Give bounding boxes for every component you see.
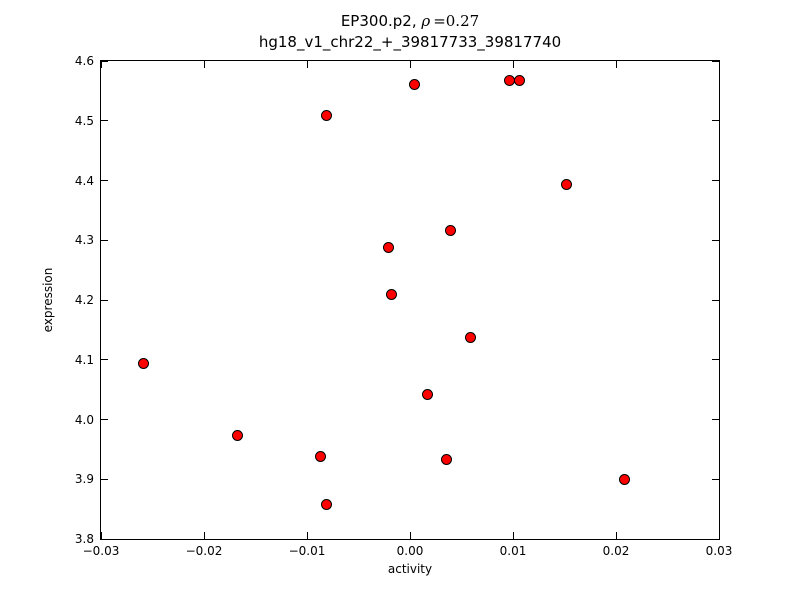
data-point	[314, 451, 326, 463]
y-tick-right	[712, 239, 719, 241]
data-point	[137, 358, 149, 370]
data-point	[382, 241, 394, 253]
data-point	[465, 331, 477, 343]
y-tick	[101, 180, 108, 181]
y-tick-label: 4.5	[74, 113, 94, 128]
x-tick-top	[718, 61, 720, 68]
rho-symbol: ρ	[421, 12, 431, 30]
y-tick-label: 4.3	[74, 233, 94, 248]
x-tick-top	[100, 61, 102, 68]
x-tick-label: −0.01	[288, 544, 326, 558]
y-tick-right	[712, 60, 719, 62]
x-tick-top	[512, 61, 514, 68]
y-tick	[101, 478, 108, 480]
x-tick-label: 0.03	[705, 544, 733, 558]
y-tick	[101, 60, 108, 62]
y-tick-right	[712, 120, 719, 122]
y-tick-label: 3.8	[74, 532, 94, 546]
data-point	[444, 225, 456, 237]
data-point	[561, 178, 573, 190]
data-point	[440, 454, 452, 466]
x-tick-top	[203, 61, 205, 68]
x-tick-top	[306, 61, 308, 68]
x-tick-top	[615, 61, 617, 68]
y-tick	[101, 359, 108, 361]
y-axis-label: expression	[41, 267, 55, 333]
data-point	[385, 288, 397, 300]
x-tick	[718, 532, 720, 539]
y-tick-label: 4.1	[74, 352, 94, 367]
y-tick-right	[712, 419, 719, 420]
data-point	[618, 473, 630, 485]
data-point	[321, 110, 333, 122]
chart-title-text: EP300.p2,	[340, 12, 422, 30]
y-tick	[101, 239, 108, 241]
x-tick-label: 0.02	[602, 544, 630, 558]
x-tick-top	[409, 61, 411, 68]
x-tick	[203, 532, 205, 539]
y-tick-right	[712, 359, 719, 361]
x-tick-label: 0.00	[396, 544, 424, 558]
y-tick-right	[712, 299, 719, 301]
data-point	[232, 430, 244, 442]
x-tick	[409, 532, 411, 539]
x-tick	[100, 532, 102, 539]
y-tick	[101, 419, 108, 420]
y-tick	[101, 299, 108, 301]
data-point	[422, 388, 433, 400]
y-tick-right	[712, 180, 719, 181]
y-tick-label: 4.4	[74, 173, 94, 188]
y-tick-label: 4.6	[74, 54, 94, 68]
x-tick-label: −0.02	[185, 544, 223, 558]
y-tick-right	[712, 478, 719, 480]
rho-value: =0.27	[433, 12, 480, 30]
chart-title: EP300.p2, ρ =0.27	[10, 11, 800, 32]
data-point	[513, 74, 525, 86]
data-point	[321, 499, 333, 511]
x-tick	[615, 532, 617, 539]
y-tick	[101, 538, 108, 540]
chart-title-math: ρ =0.27	[421, 12, 479, 30]
y-tick-label: 4.2	[74, 293, 94, 307]
plot-area: activity expression −0.03 −0.02 −0.01 0.00 0…	[41, 54, 732, 576]
chart-subtitle: hg18_v1_chr22_+_39817733_39817740	[258, 33, 562, 51]
x-axis-label: activity	[387, 562, 433, 576]
x-tick-label: 0.01	[499, 544, 527, 558]
chart-title-block: EP300.p2, ρ =0.27 hg18_v1_chr22_+_3981773…	[10, 11, 800, 53]
x-tick	[306, 532, 308, 539]
y-tick	[101, 120, 108, 122]
x-tick	[512, 532, 514, 539]
y-tick-label: 4.0	[74, 412, 94, 427]
y-tick-label: 3.9	[74, 472, 94, 487]
data-point	[408, 78, 420, 90]
y-tick-right	[712, 538, 719, 540]
x-tick-label: −0.03	[82, 544, 120, 558]
